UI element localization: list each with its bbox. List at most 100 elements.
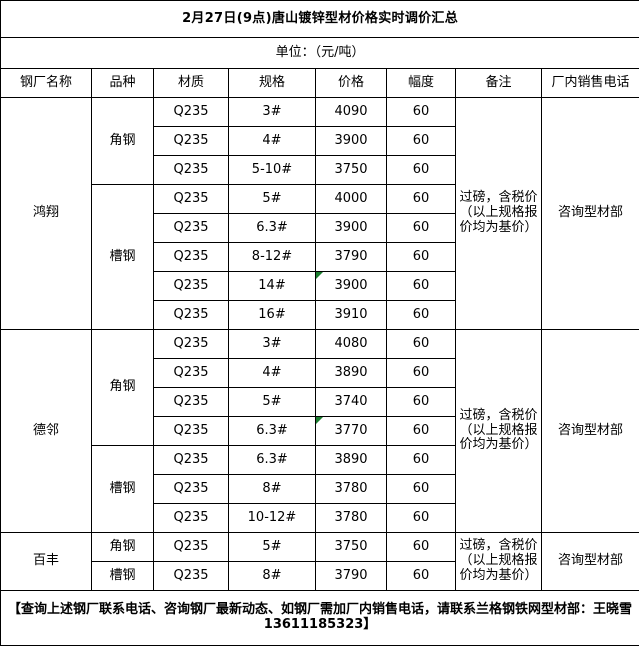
table-row: Q235 4# 3900 60 xyxy=(1,126,639,156)
price-cell: 3790 xyxy=(315,242,387,272)
spec-cell: 10-12# xyxy=(228,503,316,533)
mill-name-cell: 德邻 xyxy=(0,329,92,533)
unit-label: 单位：（元/吨） xyxy=(0,37,639,69)
unit-row: 单位：（元/吨） xyxy=(0,37,639,69)
change-cell: 60 xyxy=(386,213,456,243)
change-cell: 60 xyxy=(386,300,456,330)
price-table-foot: 【查询上述钢厂联系电话、咨询钢厂最新动态、如钢厂需加厂内销售电话，请联系兰格钢铁… xyxy=(0,590,639,646)
title-row: 2月27日(9点)唐山镀锌型材价格实时调价汇总 xyxy=(0,0,639,38)
category-cell: 槽钢 xyxy=(91,445,154,533)
column-header-spec: 规格 xyxy=(228,68,316,98)
mill-name-cell: 鸿翔 xyxy=(0,97,92,330)
price-cell: 3780 xyxy=(315,503,387,533)
change-cell: 60 xyxy=(386,271,456,301)
material-cell: Q235 xyxy=(153,329,229,359)
category-cell: 角钢 xyxy=(91,97,154,185)
price-cell: 4000 xyxy=(315,184,387,214)
change-cell: 60 xyxy=(386,329,456,359)
spec-cell: 6.3# xyxy=(228,445,316,475)
material-cell: Q235 xyxy=(153,445,229,475)
price-cell: 3790 xyxy=(315,561,387,591)
table-row: Q235 10-12# 3780 60 xyxy=(1,503,639,533)
table-row: 德邻 角钢 Q235 3# 4080 60 过磅，含税价（以上规格报价均为基价） 咨询型材部 xyxy=(0,329,639,533)
spec-cell: 4# xyxy=(228,126,316,156)
table-row: Q235 6.3# 3900 60 xyxy=(1,213,639,243)
note-cell: 过磅，含税价（以上规格报价均为基价） xyxy=(455,329,542,533)
note-cell: 过磅，含税价（以上规格报价均为基价） xyxy=(455,532,542,591)
price-cell: 3750 xyxy=(315,155,387,185)
spec-cell: 5# xyxy=(228,184,316,214)
material-cell: Q235 xyxy=(153,532,229,562)
material-cell: Q235 xyxy=(153,416,229,446)
change-cell: 60 xyxy=(386,97,456,127)
column-header-change: 幅度 xyxy=(386,68,456,98)
price-cell: 3750 xyxy=(315,532,387,562)
price-table: 2月27日(9点)唐山镀锌型材价格实时调价汇总 单位：（元/吨） 钢厂名称 品种… xyxy=(0,0,639,646)
price-cell: 3740 xyxy=(315,387,387,417)
column-header-material: 材质 xyxy=(153,68,229,98)
table-row: 百丰 角钢 Q235 5# 3750 60 过磅，含税价（以上规格报价均为基价） 咨询型材部 xyxy=(0,532,639,591)
spec-cell: 3# xyxy=(228,97,316,127)
change-cell: 60 xyxy=(386,474,456,504)
spec-cell: 4# xyxy=(228,358,316,388)
note-cell: 过磅，含税价（以上规格报价均为基价） xyxy=(455,97,542,330)
spec-cell: 8-12# xyxy=(228,242,316,272)
footer-row: 【查询上述钢厂联系电话、咨询钢厂最新动态、如钢厂需加厂内销售电话，请联系兰格钢铁… xyxy=(0,590,639,646)
spec-cell: 8# xyxy=(228,561,316,591)
sales-phone-cell: 咨询型材部 xyxy=(540,532,639,591)
material-cell: Q235 xyxy=(153,242,229,272)
spec-cell: 5-10# xyxy=(228,155,316,185)
spec-cell: 5# xyxy=(228,532,316,562)
spec-cell: 14# xyxy=(228,271,316,301)
cell-comment-marker-icon xyxy=(316,272,323,279)
material-cell: Q235 xyxy=(153,387,229,417)
spec-cell: 6.3# xyxy=(228,416,316,446)
change-cell: 60 xyxy=(386,126,456,156)
category-cell: 角钢 xyxy=(91,532,154,562)
page-title: 2月27日(9点)唐山镀锌型材价格实时调价汇总 xyxy=(0,0,639,38)
material-cell: Q235 xyxy=(153,503,229,533)
header-row: 钢厂名称 品种 材质 规格 价格 幅度 备注 厂内销售电话 xyxy=(0,68,639,98)
material-cell: Q235 xyxy=(153,126,229,156)
spec-cell: 3# xyxy=(228,329,316,359)
table-row: Q235 14# 3900 60 xyxy=(1,271,639,301)
table-row: Q235 16# 3910 60 xyxy=(1,300,639,330)
table-row: 槽钢 Q235 5# 4000 60 xyxy=(1,184,639,330)
table-row: Q235 4# 3890 60 xyxy=(1,358,639,388)
column-header-category: 品种 xyxy=(91,68,154,98)
price-cell: 3770 xyxy=(315,416,387,446)
change-cell: 60 xyxy=(386,503,456,533)
change-cell: 60 xyxy=(386,561,456,591)
category-cell: 角钢 xyxy=(91,329,154,446)
category-cell: 槽钢 xyxy=(91,561,154,591)
table-row: Q235 8-12# 3790 60 xyxy=(1,242,639,272)
column-header-note: 备注 xyxy=(455,68,542,98)
spec-cell: 16# xyxy=(228,300,316,330)
change-cell: 60 xyxy=(386,155,456,185)
spec-cell: 8# xyxy=(228,474,316,504)
table-row: Q235 6.3# 3770 60 xyxy=(1,416,639,446)
material-cell: Q235 xyxy=(153,213,229,243)
material-cell: Q235 xyxy=(153,561,229,591)
price-table-body: 2月27日(9点)唐山镀锌型材价格实时调价汇总 单位：（元/吨） 钢厂名称 品种… xyxy=(0,0,639,591)
material-cell: Q235 xyxy=(153,97,229,127)
sales-phone-cell: 咨询型材部 xyxy=(540,329,639,533)
column-header-price: 价格 xyxy=(315,68,387,98)
price-cell: 3890 xyxy=(315,445,387,475)
table-row: Q235 5-10# 3750 60 xyxy=(1,155,639,185)
material-cell: Q235 xyxy=(153,358,229,388)
price-cell: 3780 xyxy=(315,474,387,504)
mill-name-cell: 百丰 xyxy=(0,532,92,591)
cell-comment-marker-icon xyxy=(316,417,323,424)
material-cell: Q235 xyxy=(153,271,229,301)
price-value: 3770 xyxy=(334,422,368,438)
change-cell: 60 xyxy=(386,532,456,562)
price-cell: 4090 xyxy=(315,97,387,127)
price-cell: 3910 xyxy=(315,300,387,330)
column-header-phone: 厂内销售电话 xyxy=(540,68,639,98)
price-cell: 3900 xyxy=(315,126,387,156)
price-cell: 3890 xyxy=(315,358,387,388)
material-cell: Q235 xyxy=(153,155,229,185)
table-row: Q235 8# 3780 60 xyxy=(1,474,639,504)
